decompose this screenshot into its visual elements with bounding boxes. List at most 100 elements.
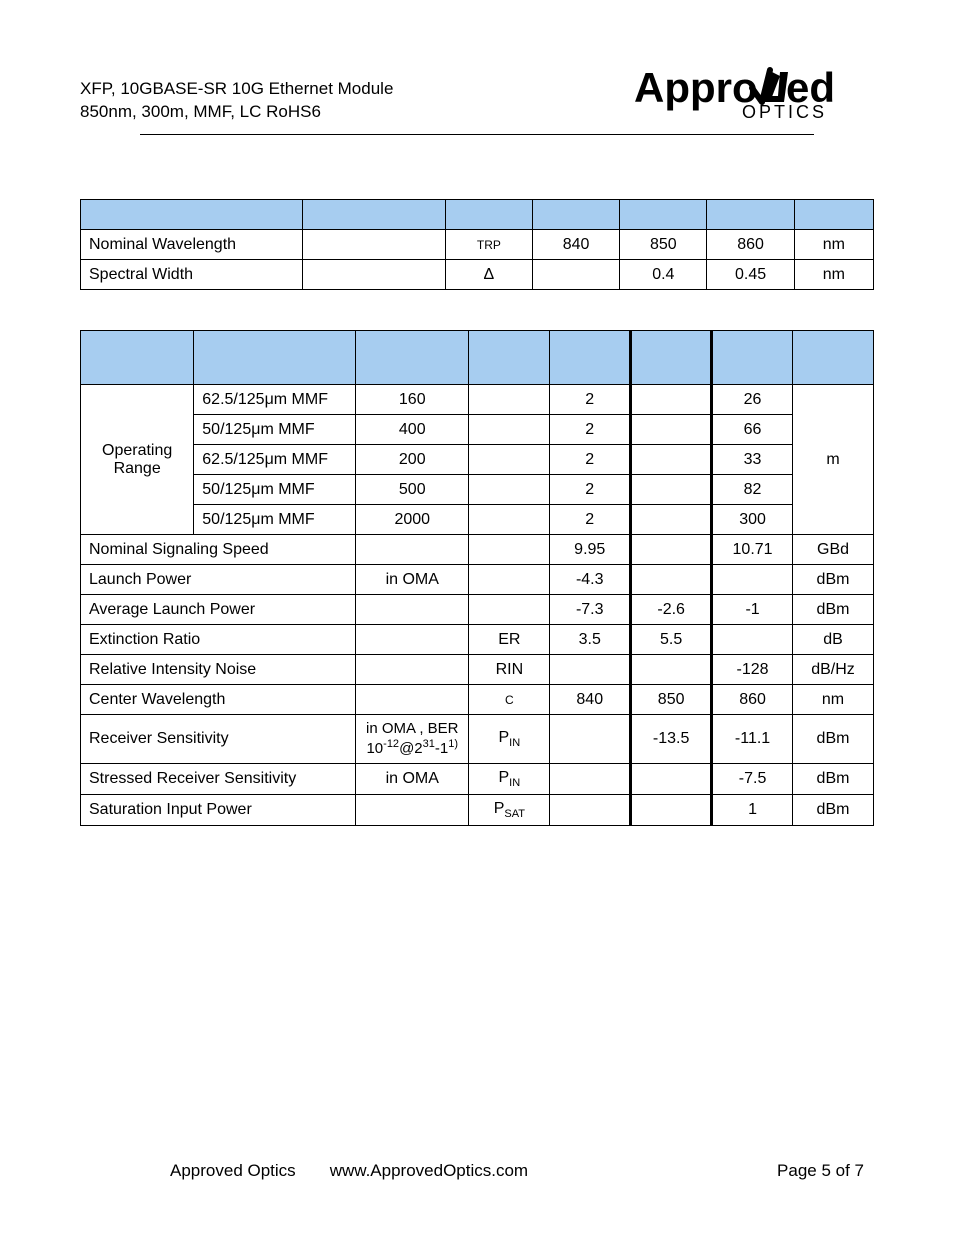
cell: -128 <box>712 655 793 685</box>
cell: TRP <box>445 230 532 260</box>
cell: PSAT <box>469 795 550 826</box>
col-header <box>303 200 446 230</box>
cell <box>631 415 712 445</box>
row-label: Relative Intensity Noise <box>81 655 356 685</box>
cell <box>469 505 550 535</box>
fiber-type: 62.5/125μm MMF <box>194 385 356 415</box>
cell <box>469 445 550 475</box>
unit-cell: dBm <box>793 565 874 595</box>
unit-cell: dB/Hz <box>793 655 874 685</box>
cell: 840 <box>533 230 620 260</box>
col-header <box>533 200 620 230</box>
cell: C <box>469 685 550 715</box>
cell: -4.3 <box>550 565 631 595</box>
cell: 2 <box>550 415 631 445</box>
table-row: Relative Intensity Noise RIN -128dB/Hz <box>81 655 874 685</box>
cell: 33 <box>712 445 793 475</box>
svg-text:OPTICS: OPTICS <box>742 102 827 122</box>
cell: nm <box>794 230 873 260</box>
col-header <box>356 331 469 385</box>
table-row: Center WavelengthC840850860nm <box>81 685 874 715</box>
table-row: Nominal WavelengthTRP840850860nm <box>81 230 874 260</box>
cell <box>469 565 550 595</box>
fiber-type: 50/125μm MMF <box>194 505 356 535</box>
table-row: Nominal Signaling Speed9.9510.71GBd <box>81 535 874 565</box>
cell <box>356 795 469 826</box>
cell <box>550 795 631 826</box>
cell: 10.71 <box>712 535 793 565</box>
unit-cell: dBm <box>793 715 874 764</box>
cell: PIN <box>469 715 550 764</box>
cell: PIN <box>469 764 550 795</box>
cell <box>356 595 469 625</box>
fiber-type: 50/125μm MMF <box>194 415 356 445</box>
col-header <box>631 331 712 385</box>
cell <box>631 445 712 475</box>
footer-url: www.ApprovedOptics.com <box>330 1161 528 1181</box>
cell: 500 <box>356 475 469 505</box>
cell <box>356 625 469 655</box>
cell: in OMA <box>356 764 469 795</box>
unit-cell: dBm <box>793 764 874 795</box>
footer-company: Approved Optics <box>170 1161 296 1181</box>
cell: ER <box>469 625 550 655</box>
row-label: Launch Power <box>81 565 356 595</box>
table-row: Average Launch Power-7.3-2.6-1dBm <box>81 595 874 625</box>
cell: -7.3 <box>550 595 631 625</box>
cell: -11.1 <box>712 715 793 764</box>
cell: RIN <box>469 655 550 685</box>
table-row: 50/125μm MMF20002300 <box>81 505 874 535</box>
row-label: Saturation Input Power <box>81 795 356 826</box>
table-row: 50/125μm MMF500282 <box>81 475 874 505</box>
row-label: Extinction Ratio <box>81 625 356 655</box>
cell <box>631 655 712 685</box>
cell <box>550 764 631 795</box>
cell <box>356 685 469 715</box>
cell: in OMA , BER10-12@231-11) <box>356 715 469 764</box>
cell <box>356 655 469 685</box>
cell <box>533 260 620 290</box>
cell: -7.5 <box>712 764 793 795</box>
row-label: Nominal Wavelength <box>81 230 303 260</box>
cell: 400 <box>356 415 469 445</box>
table-row: 62.5/125μm MMF200 2 33 <box>81 445 874 475</box>
col-header <box>81 200 303 230</box>
cell: Δ <box>445 260 532 290</box>
col-header <box>194 331 356 385</box>
unit-cell: GBd <box>793 535 874 565</box>
cell <box>469 475 550 505</box>
svg-text:Appro: Appro <box>634 64 758 111</box>
table-row: 50/125μm MMF400266 <box>81 415 874 445</box>
unit-cell: nm <box>793 685 874 715</box>
cell: 26 <box>712 385 793 415</box>
cell: 860 <box>712 685 793 715</box>
cell: 2 <box>550 505 631 535</box>
cell <box>631 535 712 565</box>
table-header-row <box>81 331 874 385</box>
unit-cell: dBm <box>793 795 874 826</box>
col-header <box>620 200 707 230</box>
table-row: Receiver Sensitivityin OMA , BER10-12@23… <box>81 715 874 764</box>
cell: 2000 <box>356 505 469 535</box>
col-header <box>81 331 194 385</box>
cell <box>550 715 631 764</box>
cell: 2 <box>550 445 631 475</box>
fiber-type: 62.5/125μm MMF <box>194 445 356 475</box>
cell: 840 <box>550 685 631 715</box>
cell: 3.5 <box>550 625 631 655</box>
cell: 200 <box>356 445 469 475</box>
cell <box>631 505 712 535</box>
cell: in OMA <box>356 565 469 595</box>
col-header <box>445 200 532 230</box>
cell <box>712 625 793 655</box>
cell <box>303 230 446 260</box>
cell: nm <box>794 260 873 290</box>
table-row: Stressed Receiver Sensitivityin OMAPIN-7… <box>81 764 874 795</box>
unit-cell: dB <box>793 625 874 655</box>
cell <box>469 535 550 565</box>
col-header <box>550 331 631 385</box>
cell <box>631 764 712 795</box>
page-header: XFP, 10GBASE-SR 10G Ethernet Module 850n… <box>80 60 874 130</box>
row-label: Nominal Signaling Speed <box>81 535 356 565</box>
page: XFP, 10GBASE-SR 10G Ethernet Module 850n… <box>0 0 954 1235</box>
